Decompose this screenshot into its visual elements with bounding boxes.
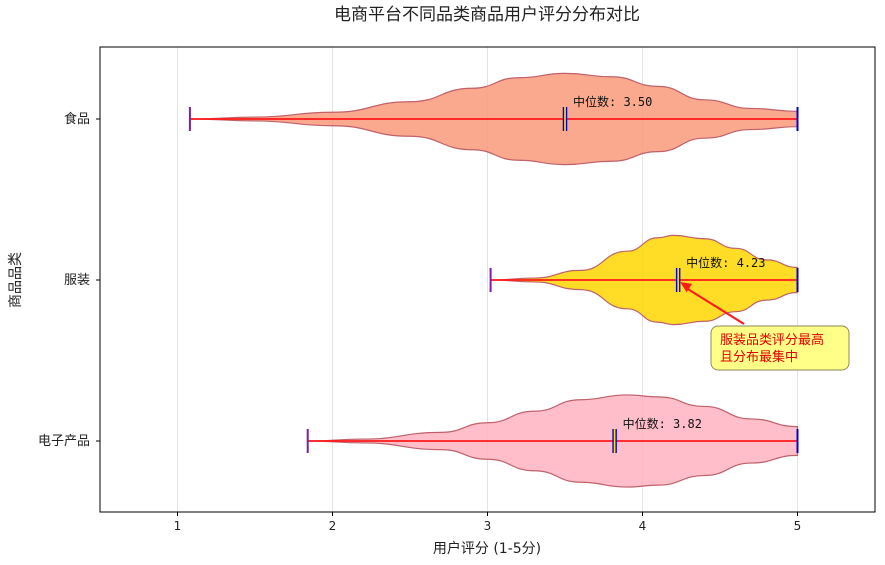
x-ticks: 1 2 3 4 5	[174, 512, 802, 533]
annotation-arrow-line	[685, 287, 745, 325]
x-axis-label: 用户评分 (1-5分)	[433, 540, 541, 557]
median-label: 中位数: 4.23	[686, 255, 765, 270]
annotation-arrowhead	[680, 282, 693, 293]
annotation-text-line: 且分布最集中	[720, 349, 798, 365]
x-tick-label: 1	[174, 519, 182, 533]
x-tick-label: 2	[329, 519, 337, 533]
x-tick-label: 3	[484, 519, 492, 533]
annotation-text-line: 服装品类评分最高	[720, 332, 824, 348]
median-label: 中位数: 3.50	[573, 94, 652, 109]
x-tick-label: 5	[794, 519, 802, 533]
annotation-box	[710, 325, 850, 371]
median-label: 中位数: 3.82	[623, 416, 702, 431]
y-axis-label: 商品品类	[8, 252, 24, 308]
range-lines: 中位数: 3.50 中位数: 4.23 中位数: 3.82	[188, 94, 799, 453]
category-label: 服装	[64, 273, 90, 288]
category-label: 电子产品	[38, 434, 90, 449]
x-tick-label: 4	[639, 519, 647, 533]
category-label: 食品	[64, 111, 90, 127]
chart-title: 电商平台不同品类商品用户评分分布对比	[334, 5, 640, 25]
